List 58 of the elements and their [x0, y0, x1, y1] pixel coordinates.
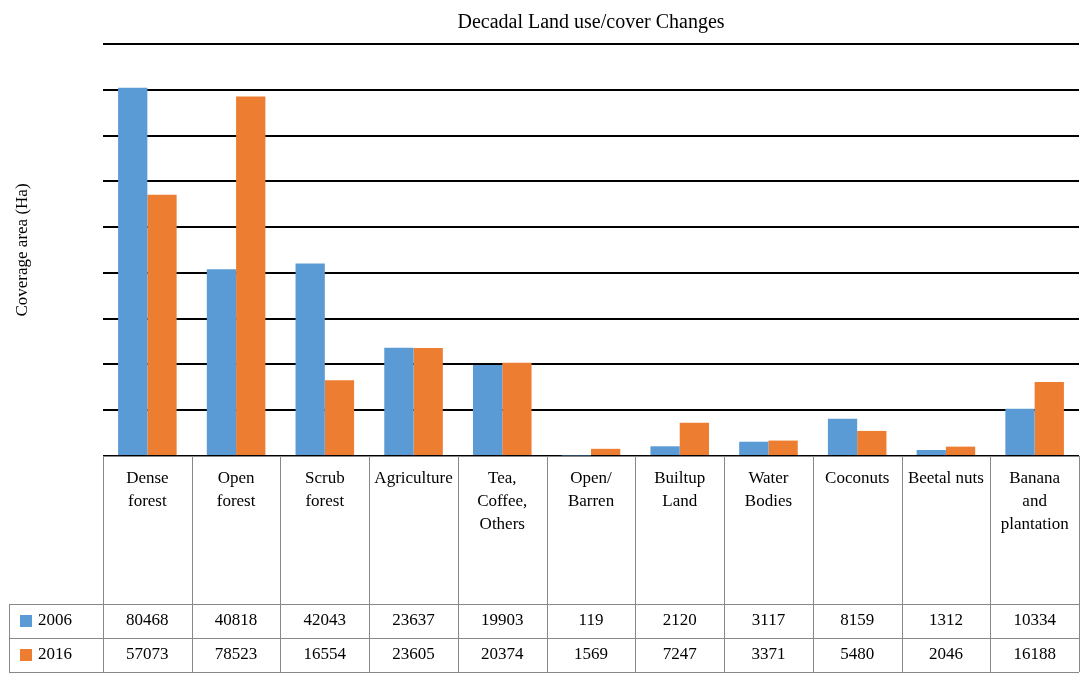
y-axis-title: Coverage area (Ha) — [11, 183, 31, 317]
data-label: 20374 — [481, 644, 525, 664]
bar — [324, 380, 355, 455]
x-tick-label: Agriculture — [374, 467, 453, 487]
bar — [650, 446, 680, 455]
data-label: 16554 — [303, 644, 347, 664]
data-label: 80468 — [126, 610, 169, 630]
data-label: 8159 — [840, 610, 875, 630]
bar — [236, 96, 266, 455]
data-label: 78523 — [214, 644, 258, 664]
bar — [118, 87, 148, 455]
bar — [1005, 408, 1035, 455]
bar — [147, 194, 177, 455]
data-label: 23637 — [392, 610, 436, 630]
bar — [857, 430, 887, 455]
data-label: 42043 — [303, 610, 347, 630]
bar — [206, 269, 237, 455]
data-label: 5480 — [840, 644, 875, 664]
bar — [502, 362, 532, 455]
x-tick-label: Builtup Land — [654, 467, 706, 510]
data-label: 3117 — [751, 610, 786, 630]
legend-label: 2006 — [38, 610, 72, 630]
data-label: 16188 — [1013, 644, 1056, 664]
data-label: 2120 — [662, 610, 697, 630]
data-label: 40818 — [214, 610, 258, 630]
bar — [945, 446, 976, 455]
x-tick-label: Coconuts — [825, 467, 890, 487]
bar — [827, 418, 858, 455]
data-label: 1569 — [574, 644, 608, 664]
bar — [472, 364, 503, 455]
bar — [768, 440, 798, 455]
data-label: 10334 — [1013, 610, 1057, 630]
bar — [295, 263, 325, 455]
bar — [916, 449, 946, 455]
bar — [679, 422, 710, 455]
x-tick-label: Open/ Barren — [567, 467, 615, 510]
data-label: 2046 — [928, 644, 963, 664]
bar — [591, 448, 621, 455]
data-label: 119 — [578, 610, 604, 630]
data-label: 23605 — [392, 644, 435, 664]
data-label: 7247 — [662, 644, 698, 664]
bar — [413, 347, 443, 455]
data-label: 3371 — [751, 644, 786, 664]
legend-label: 2016 — [38, 644, 72, 664]
x-tick-label: Tea, Coffee, Others — [477, 467, 528, 533]
x-tick-label: Dense forest — [126, 467, 169, 510]
data-label: 19903 — [481, 610, 524, 630]
x-tick-label: Beetal nuts — [907, 467, 984, 487]
x-tick-label: Scrub forest — [304, 467, 345, 510]
bar — [384, 347, 414, 455]
x-tick-label: Water Bodies — [744, 467, 793, 510]
x-tick-label: Open forest — [216, 467, 256, 510]
data-label: 57073 — [126, 644, 169, 664]
bar — [1034, 381, 1064, 455]
bar — [739, 441, 769, 455]
data-label: 1312 — [928, 610, 963, 630]
chart-title: Decadal Land use/cover Changes — [457, 10, 725, 33]
x-tick-label: Banana and plantation — [1000, 467, 1070, 533]
